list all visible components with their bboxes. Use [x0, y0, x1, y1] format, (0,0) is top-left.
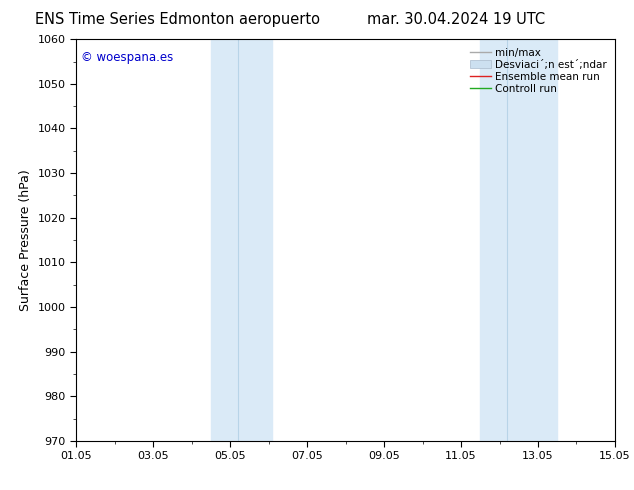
Y-axis label: Surface Pressure (hPa): Surface Pressure (hPa) [19, 169, 32, 311]
Text: ENS Time Series Edmonton aeropuerto: ENS Time Series Edmonton aeropuerto [35, 12, 320, 27]
Bar [210, 39, 273, 441]
Legend: min/max, Desviaci´;n est´;ndar, Ensemble mean run, Controll run: min/max, Desviaci´;n est´;ndar, Ensemble… [467, 45, 610, 97]
Bar [480, 39, 557, 441]
Text: mar. 30.04.2024 19 UTC: mar. 30.04.2024 19 UTC [368, 12, 545, 27]
Text: © woespana.es: © woespana.es [81, 51, 174, 64]
